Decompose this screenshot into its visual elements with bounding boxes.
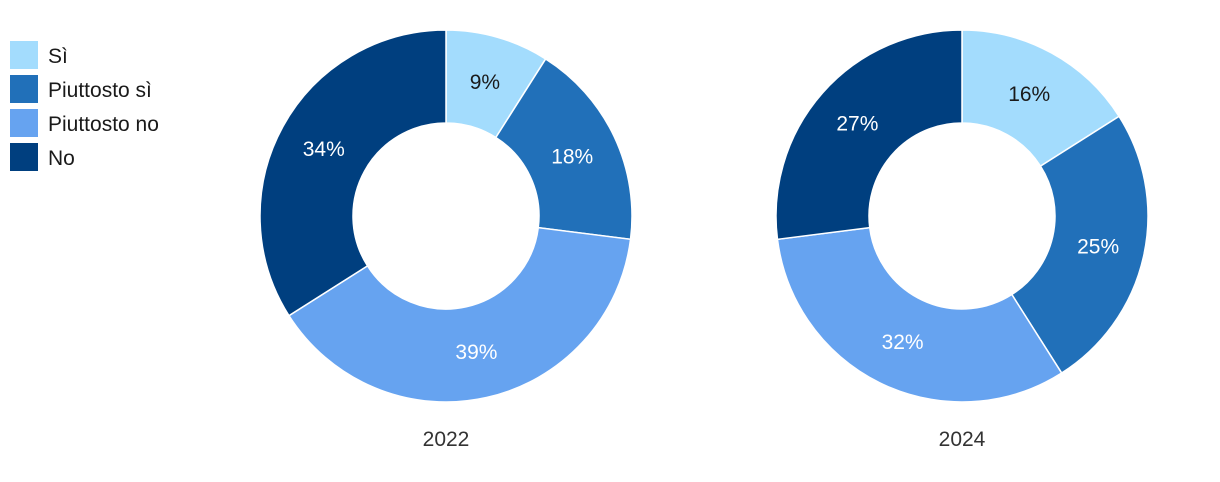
legend-swatch-si: [10, 41, 38, 69]
year-label-2024: 2024: [939, 428, 986, 451]
legend-label-si: Sì: [48, 45, 68, 68]
slice-2022-no: [259, 29, 447, 317]
slice-2024-piuttosto-no: [776, 226, 1063, 403]
slice-2024-piuttosto-si: [1010, 115, 1149, 375]
legend: Sì Piuttosto sì Piuttosto no No: [10, 41, 159, 171]
slice-label-2024-si: 16%: [1008, 83, 1050, 106]
legend-swatch-piuttosto-no: [10, 109, 38, 137]
legend-label-piuttosto-si: Piuttosto sì: [48, 79, 152, 102]
slice-label-2022-piuttosto-no: 39%: [455, 341, 497, 364]
slice-label-2022-no: 34%: [303, 138, 345, 161]
legend-swatch-no: [10, 143, 38, 171]
slice-label-2022-si: 9%: [470, 71, 500, 94]
slice-2024-si: [961, 29, 1121, 168]
slice-2024-no: [775, 29, 963, 241]
slice-label-2024-piuttosto-no: 32%: [882, 331, 924, 354]
slice-2022-piuttosto-no: [287, 226, 632, 403]
legend-swatch-piuttosto-si: [10, 75, 38, 103]
year-label-2022: 2022: [423, 428, 470, 451]
donut-2022: 9% 18% 39% 34%: [259, 29, 633, 403]
donut-2024: 16% 25% 32% 27%: [775, 29, 1149, 403]
legend-label-no: No: [48, 147, 75, 170]
slice-label-2022-piuttosto-si: 18%: [551, 146, 593, 169]
legend-label-piuttosto-no: Piuttosto no: [48, 113, 159, 136]
slice-2022-piuttosto-si: [494, 57, 633, 241]
slice-label-2024-no: 27%: [836, 113, 878, 136]
slice-label-2024-piuttosto-si: 25%: [1077, 235, 1119, 258]
